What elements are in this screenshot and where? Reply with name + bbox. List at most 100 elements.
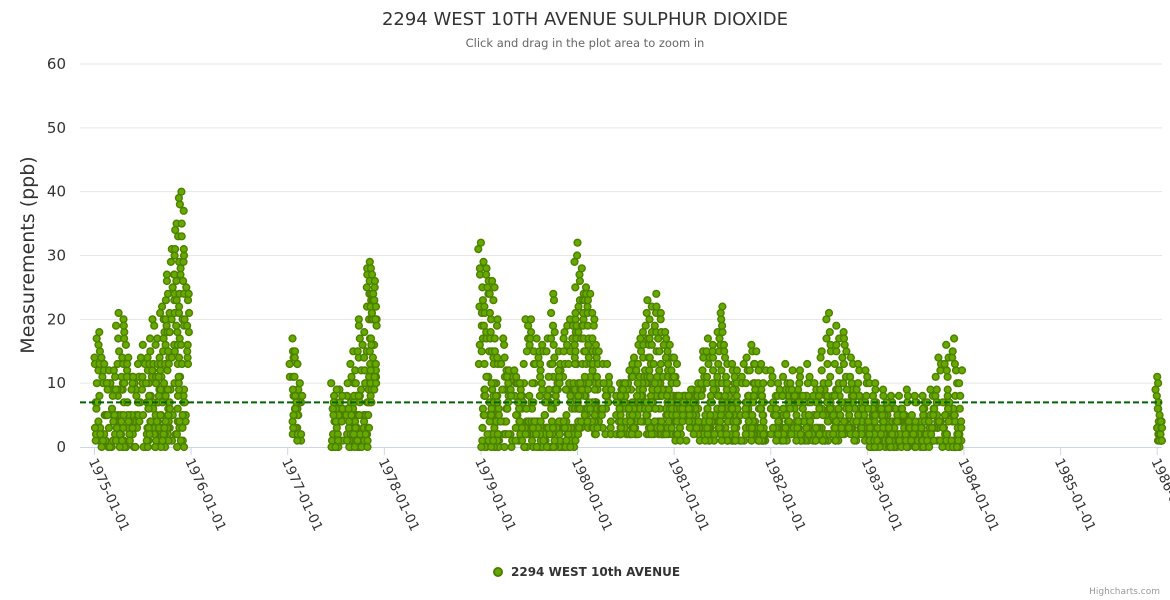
data-point[interactable]	[290, 372, 299, 381]
data-point[interactable]	[910, 391, 919, 401]
data-point[interactable]	[177, 219, 186, 228]
data-point[interactable]	[954, 379, 964, 388]
data-point[interactable]	[103, 411, 112, 420]
data-point[interactable]	[811, 423, 821, 433]
data-point[interactable]	[779, 404, 788, 413]
data-point[interactable]	[489, 436, 498, 445]
data-point[interactable]	[143, 442, 152, 452]
data-point[interactable]	[902, 442, 911, 452]
data-point[interactable]	[804, 430, 813, 439]
data-point[interactable]	[616, 411, 625, 420]
data-point[interactable]	[788, 366, 797, 375]
data-point[interactable]	[748, 411, 757, 420]
data-point[interactable]	[825, 328, 834, 337]
data-point[interactable]	[146, 347, 155, 356]
data-point[interactable]	[347, 411, 356, 420]
data-point[interactable]	[641, 321, 650, 330]
data-point[interactable]	[156, 411, 165, 420]
data-point[interactable]	[722, 379, 732, 388]
data-point[interactable]	[853, 379, 863, 388]
data-point[interactable]	[1155, 411, 1164, 420]
data-point[interactable]	[548, 321, 558, 330]
data-point[interactable]	[173, 442, 182, 452]
data-point[interactable]	[645, 315, 654, 324]
data-point[interactable]	[351, 379, 360, 388]
data-point[interactable]	[337, 417, 346, 426]
data-point[interactable]	[526, 328, 536, 337]
data-point[interactable]	[539, 436, 548, 445]
data-point[interactable]	[741, 430, 750, 439]
data-point[interactable]	[351, 423, 360, 433]
credits-link[interactable]: Highcharts.com	[1089, 587, 1160, 597]
data-point[interactable]	[164, 411, 173, 420]
data-point[interactable]	[490, 347, 500, 356]
data-point[interactable]	[486, 328, 495, 337]
data-point[interactable]	[773, 379, 783, 388]
data-point[interactable]	[818, 436, 827, 445]
data-point[interactable]	[849, 391, 858, 401]
data-point[interactable]	[138, 340, 147, 350]
data-point[interactable]	[766, 379, 776, 388]
data-point[interactable]	[114, 308, 123, 318]
data-point[interactable]	[815, 430, 824, 439]
data-point[interactable]	[839, 379, 848, 388]
data-point[interactable]	[503, 404, 512, 413]
data-point[interactable]	[183, 340, 192, 350]
data-point[interactable]	[645, 353, 654, 362]
data-point[interactable]	[1157, 423, 1167, 433]
data-point[interactable]	[574, 302, 583, 311]
data-point[interactable]	[90, 423, 100, 433]
data-point[interactable]	[347, 372, 356, 381]
data-point[interactable]	[174, 193, 184, 203]
data-point[interactable]	[957, 366, 967, 375]
data-point[interactable]	[943, 385, 952, 394]
data-point[interactable]	[92, 379, 102, 388]
data-point[interactable]	[829, 411, 838, 420]
data-point[interactable]	[759, 430, 768, 439]
data-point[interactable]	[179, 245, 188, 254]
data-point[interactable]	[165, 404, 175, 413]
data-point[interactable]	[616, 423, 626, 433]
data-point[interactable]	[826, 404, 835, 413]
data-point[interactable]	[346, 359, 355, 369]
data-point[interactable]	[371, 359, 381, 369]
data-point[interactable]	[164, 359, 173, 369]
data-point[interactable]	[732, 417, 741, 426]
data-point[interactable]	[778, 372, 788, 381]
data-point[interactable]	[817, 366, 826, 375]
data-point[interactable]	[364, 411, 373, 420]
data-point[interactable]	[343, 379, 352, 388]
data-point[interactable]	[171, 245, 180, 254]
data-point[interactable]	[754, 366, 763, 375]
data-point[interactable]	[632, 391, 642, 401]
data-point[interactable]	[721, 372, 731, 381]
data-point[interactable]	[697, 391, 706, 401]
data-point[interactable]	[942, 430, 951, 439]
data-point[interactable]	[580, 372, 589, 381]
data-point[interactable]	[768, 423, 778, 433]
data-point[interactable]	[713, 391, 723, 401]
data-point[interactable]	[717, 366, 726, 375]
data-point[interactable]	[295, 379, 304, 388]
data-point[interactable]	[475, 340, 484, 350]
data-point[interactable]	[162, 276, 172, 286]
data-point[interactable]	[124, 417, 133, 426]
data-point[interactable]	[363, 442, 372, 452]
data-point[interactable]	[844, 404, 854, 413]
data-point[interactable]	[838, 353, 847, 362]
data-point[interactable]	[554, 366, 563, 375]
data-point[interactable]	[105, 442, 115, 452]
data-point[interactable]	[654, 334, 663, 343]
data-point[interactable]	[845, 372, 855, 381]
data-point[interactable]	[918, 391, 927, 401]
data-point[interactable]	[158, 436, 167, 445]
data-point[interactable]	[129, 372, 138, 381]
data-point[interactable]	[150, 321, 159, 330]
data-point[interactable]	[136, 353, 146, 362]
data-point[interactable]	[114, 347, 124, 356]
data-point[interactable]	[575, 404, 584, 413]
data-point[interactable]	[135, 417, 144, 426]
data-point[interactable]	[730, 372, 739, 381]
legend-marker-icon[interactable]	[493, 567, 503, 577]
data-point[interactable]	[371, 302, 381, 311]
